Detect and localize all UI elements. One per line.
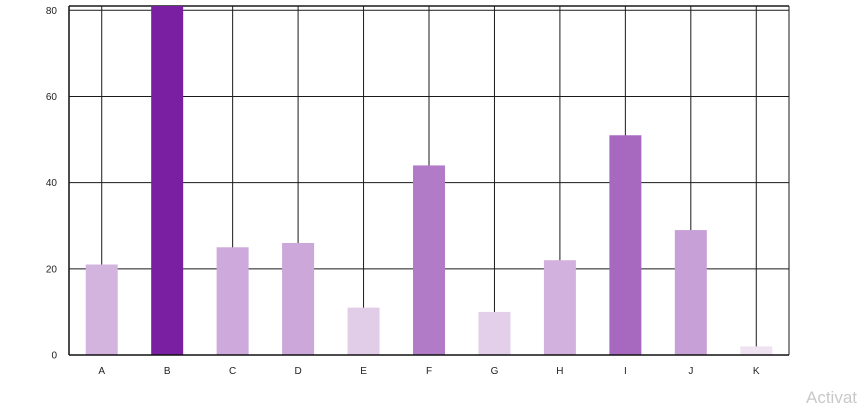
y-tick-label: 40 bbox=[46, 178, 58, 189]
y-tick-label: 0 bbox=[51, 351, 57, 362]
x-tick-label: J bbox=[688, 366, 693, 377]
bar-B bbox=[151, 6, 184, 355]
activation-watermark: Activat bbox=[806, 388, 858, 407]
bar-J bbox=[674, 230, 707, 355]
bar-I bbox=[609, 135, 642, 355]
bar-A bbox=[85, 264, 118, 355]
x-tick-label: H bbox=[556, 366, 563, 377]
bar-K bbox=[740, 346, 773, 355]
bar-H bbox=[543, 260, 576, 355]
x-tick-label: C bbox=[229, 366, 236, 377]
bar-E bbox=[347, 307, 380, 355]
x-tick-label: K bbox=[753, 366, 760, 377]
x-tick-label: F bbox=[426, 366, 432, 377]
bar-G bbox=[478, 311, 511, 355]
bar-C bbox=[216, 247, 249, 355]
x-tick-label: D bbox=[294, 366, 301, 377]
y-tick-label: 20 bbox=[46, 264, 58, 275]
x-tick-labels: A B C D E F G H I J K bbox=[98, 366, 760, 377]
bar-D bbox=[282, 242, 315, 355]
axes bbox=[68, 6, 789, 356]
x-tick-label: I bbox=[624, 366, 627, 377]
bar-F bbox=[413, 165, 445, 355]
x-tick-label: A bbox=[98, 366, 105, 377]
bar-series bbox=[85, 6, 773, 355]
y-tick-label: 60 bbox=[46, 92, 58, 103]
y-tick-label: 80 bbox=[46, 6, 58, 17]
x-tick-label: B bbox=[164, 366, 171, 377]
y-tick-labels: 0 20 40 60 80 bbox=[46, 6, 58, 362]
x-tick-label: G bbox=[491, 366, 499, 377]
x-tick-label: E bbox=[360, 366, 367, 377]
